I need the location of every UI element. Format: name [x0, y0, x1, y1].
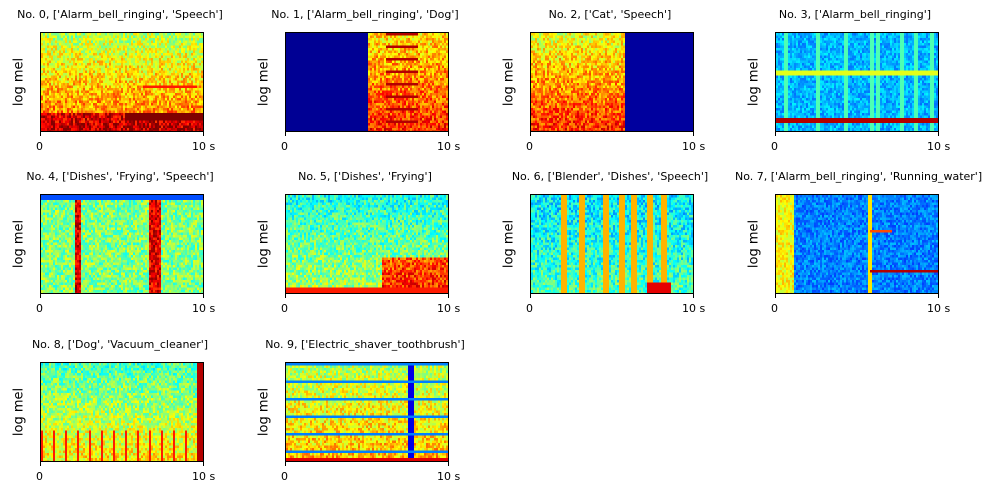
x-tick-end: [938, 294, 939, 298]
x-tick-label-start: 0: [526, 140, 533, 153]
spectrogram-panel-7: No. 7, ['Alarm_bell_ringing', 'Running_w…: [735, 162, 982, 315]
panel-title: No. 7, ['Alarm_bell_ringing', 'Running_w…: [735, 170, 982, 183]
y-axis-label: log mel: [257, 388, 272, 436]
x-tick-start: [40, 294, 41, 298]
panel-title: No. 8, ['Dog', 'Vacuum_cleaner']: [0, 338, 240, 351]
x-tick-start: [285, 462, 286, 466]
x-tick-start: [775, 132, 776, 136]
x-tick-start: [775, 294, 776, 298]
x-tick-label-start: 0: [771, 302, 778, 315]
panel-title: No. 6, ['Blender', 'Dishes', 'Speech']: [490, 170, 730, 183]
x-tick-label-start: 0: [771, 140, 778, 153]
x-tick-start: [530, 132, 531, 136]
x-tick-end: [693, 294, 694, 298]
x-tick-end: [938, 132, 939, 136]
y-axis-label: log mel: [12, 220, 27, 268]
spectrogram-heatmap: [530, 32, 694, 132]
panel-title: No. 4, ['Dishes', 'Frying', 'Speech']: [0, 170, 240, 183]
spectrogram-panel-4: No. 4, ['Dishes', 'Frying', 'Speech'] lo…: [0, 162, 240, 315]
y-axis-label: log mel: [257, 220, 272, 268]
spectrogram-heatmap: [285, 194, 449, 294]
spectrogram-heatmap: [285, 32, 449, 132]
x-tick-label-end: 10 s: [437, 470, 460, 483]
x-tick-end: [203, 294, 204, 298]
spectrogram-heatmap: [775, 194, 939, 294]
y-axis-label: log mel: [747, 220, 762, 268]
panel-title: No. 2, ['Cat', 'Speech']: [490, 8, 730, 21]
x-tick-label-start: 0: [526, 302, 533, 315]
panel-title: No. 3, ['Alarm_bell_ringing']: [735, 8, 975, 21]
spectrogram-panel-0: No. 0, ['Alarm_bell_ringing', 'Speech'] …: [0, 0, 240, 153]
panel-title: No. 5, ['Dishes', 'Frying']: [245, 170, 485, 183]
x-tick-end: [448, 462, 449, 466]
panel-title: No. 0, ['Alarm_bell_ringing', 'Speech']: [0, 8, 240, 21]
x-tick-label-end: 10 s: [437, 302, 460, 315]
spectrogram-heatmap: [40, 362, 204, 462]
spectrogram-heatmap: [775, 32, 939, 132]
spectrogram-panel-5: No. 5, ['Dishes', 'Frying'] log mel 0 10…: [245, 162, 485, 315]
x-tick-end: [448, 294, 449, 298]
y-axis-label: log mel: [12, 58, 27, 106]
x-tick-label-start: 0: [36, 140, 43, 153]
x-tick-end: [203, 132, 204, 136]
x-tick-end: [448, 132, 449, 136]
x-tick-start: [40, 462, 41, 466]
x-tick-label-start: 0: [281, 470, 288, 483]
panel-title: No. 9, ['Electric_shaver_toothbrush']: [245, 338, 485, 351]
panel-title: No. 1, ['Alarm_bell_ringing', 'Dog']: [245, 8, 485, 21]
spectrogram-heatmap: [40, 194, 204, 294]
x-tick-label-end: 10 s: [437, 140, 460, 153]
y-axis-label: log mel: [747, 58, 762, 106]
y-axis-label: log mel: [502, 58, 517, 106]
x-tick-start: [40, 132, 41, 136]
x-tick-label-start: 0: [281, 302, 288, 315]
x-tick-label-start: 0: [36, 302, 43, 315]
x-tick-label-end: 10 s: [192, 470, 215, 483]
y-axis-label: log mel: [502, 220, 517, 268]
spectrogram-panel-2: No. 2, ['Cat', 'Speech'] log mel 0 10 s: [490, 0, 730, 153]
x-tick-label-start: 0: [36, 470, 43, 483]
spectrogram-heatmap: [40, 32, 204, 132]
spectrogram-heatmap: [285, 362, 449, 462]
x-tick-label-end: 10 s: [927, 302, 950, 315]
spectrogram-panel-9: No. 9, ['Electric_shaver_toothbrush'] lo…: [245, 330, 485, 483]
y-axis-label: log mel: [257, 58, 272, 106]
x-tick-start: [285, 294, 286, 298]
x-tick-label-end: 10 s: [927, 140, 950, 153]
x-tick-start: [285, 132, 286, 136]
x-tick-end: [203, 462, 204, 466]
x-tick-label-start: 0: [281, 140, 288, 153]
x-tick-label-end: 10 s: [682, 302, 705, 315]
y-axis-label: log mel: [12, 388, 27, 436]
x-tick-end: [693, 132, 694, 136]
spectrogram-panel-6: No. 6, ['Blender', 'Dishes', 'Speech'] l…: [490, 162, 730, 315]
spectrogram-panel-3: No. 3, ['Alarm_bell_ringing'] log mel 0 …: [735, 0, 975, 153]
x-tick-label-end: 10 s: [192, 140, 215, 153]
spectrogram-panel-1: No. 1, ['Alarm_bell_ringing', 'Dog'] log…: [245, 0, 485, 153]
x-tick-label-end: 10 s: [682, 140, 705, 153]
x-tick-label-end: 10 s: [192, 302, 215, 315]
spectrogram-panel-8: No. 8, ['Dog', 'Vacuum_cleaner'] log mel…: [0, 330, 240, 483]
x-tick-start: [530, 294, 531, 298]
spectrogram-heatmap: [530, 194, 694, 294]
